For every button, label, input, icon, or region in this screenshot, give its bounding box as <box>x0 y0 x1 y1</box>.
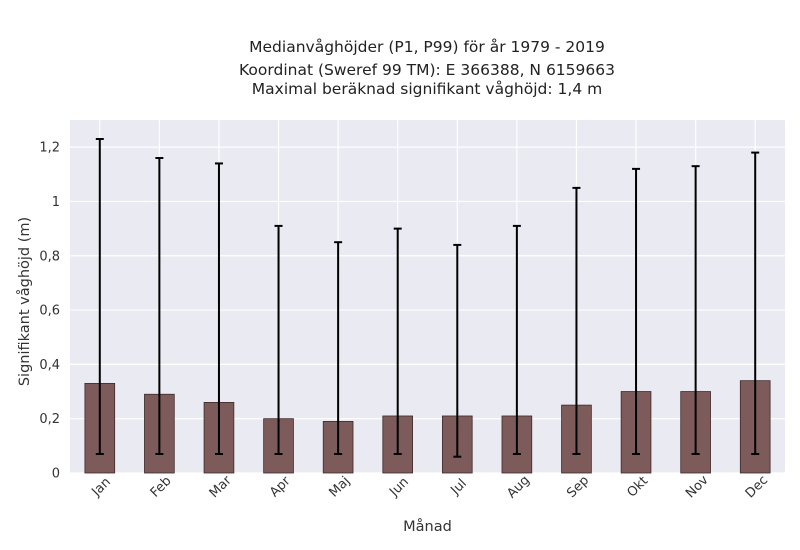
y-tick-label: 1,2 <box>39 141 60 156</box>
y-tick-label: 0,4 <box>39 358 60 373</box>
error-bar-jul <box>453 243 462 458</box>
y-tick-label: 0 <box>52 467 60 482</box>
x-tick-label: Maj <box>327 474 354 501</box>
x-tick-label: Jun <box>386 475 412 501</box>
y-tick-labels: 0 0,2 0,4 0,6 0,8 1 1,2 <box>39 141 60 482</box>
error-bar-sep <box>572 186 581 455</box>
x-tick-label: Apr <box>267 473 294 500</box>
title-line-1: Medianvåghöjder (P1, P99) för år 1979 - … <box>249 38 605 56</box>
error-bar-dec <box>751 151 760 455</box>
x-tick-label: Mar <box>207 473 235 501</box>
y-tick-label: 1 <box>52 195 60 210</box>
error-bar-mar <box>214 162 223 455</box>
plot-area <box>70 120 785 473</box>
error-bar-nov <box>691 165 700 455</box>
x-tick-label: Dec <box>743 473 771 501</box>
y-tick-label: 0,6 <box>39 304 60 319</box>
y-tick-label: 0,2 <box>39 412 60 427</box>
x-tick-label: Okt <box>624 474 651 501</box>
y-tick-label: 0,8 <box>39 249 60 264</box>
x-tick-label: Jul <box>448 476 470 498</box>
title-line-2: Koordinat (Sweref 99 TM): E 366388, N 61… <box>239 61 615 79</box>
x-tick-label: Jan <box>88 475 113 500</box>
x-tick-label: Nov <box>683 473 712 502</box>
error-bar-feb <box>155 157 164 455</box>
error-bar-jan <box>95 138 104 455</box>
x-tick-labels: Jan Feb Mar Apr Maj Jun Jul Aug Sep Okt Nov Dec <box>88 473 771 502</box>
y-axis-label: Signifikant våghöjd (m) <box>16 217 33 386</box>
error-bar-apr <box>274 224 283 455</box>
x-tick-label: Feb <box>148 474 175 501</box>
x-tick-label: Sep <box>564 473 592 501</box>
x-axis-label: Månad <box>403 518 452 535</box>
error-bar-aug <box>512 224 521 455</box>
error-bar-okt <box>632 167 641 455</box>
error-bar-maj <box>334 241 343 455</box>
error-bar-jun <box>393 227 402 455</box>
chart-title: Medianvåghöjder (P1, P99) för år 1979 - … <box>239 38 615 98</box>
x-tick-label: Aug <box>504 473 533 502</box>
error-bars <box>95 138 760 458</box>
title-line-3: Maximal beräknad signifikant våghöjd: 1,… <box>252 80 602 98</box>
